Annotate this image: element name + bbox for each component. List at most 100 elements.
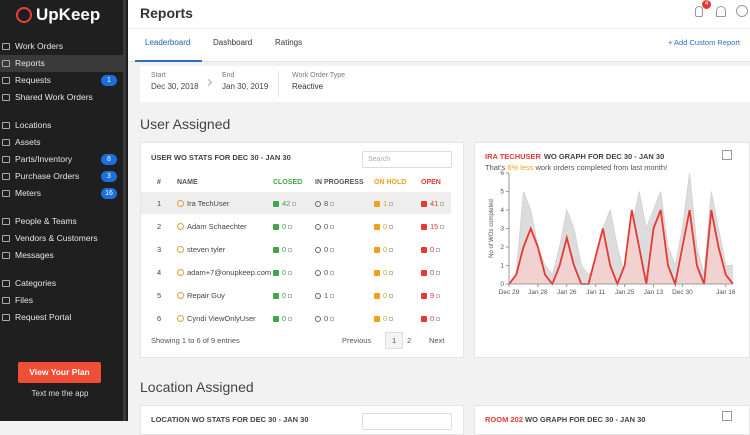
nav-icon	[2, 190, 10, 197]
bulb-icon[interactable]	[695, 6, 703, 17]
table-cell[interactable]: 0	[374, 268, 394, 277]
table-cell[interactable]: 0	[421, 314, 441, 323]
status-icon	[374, 247, 380, 253]
column-header: ON HOLD	[374, 179, 407, 186]
link-icon	[330, 317, 335, 321]
table-cell[interactable]: 8	[315, 199, 335, 208]
column-header: NAME	[177, 179, 198, 186]
logo[interactable]: UpKeep	[36, 5, 101, 24]
cell-text: 0	[282, 245, 287, 254]
pagination[interactable]: Next	[429, 336, 445, 345]
plan-button[interactable]: View Your Plan	[18, 362, 101, 383]
table-cell[interactable]: 0	[421, 245, 441, 254]
nav-group: People & Teams Vendors & Customers Message…	[0, 213, 123, 264]
status-icon	[315, 224, 321, 230]
table-cell[interactable]: 0	[273, 291, 293, 300]
nav-item[interactable]: Purchase Orders 3	[0, 168, 123, 185]
cell-text: 42	[282, 199, 291, 208]
table-cell[interactable]: 0	[374, 314, 394, 323]
status-icon	[421, 293, 427, 299]
table-cell[interactable]: 0	[374, 222, 394, 231]
tab[interactable]: Dashboard	[213, 38, 253, 47]
nav-item[interactable]: Vendors & Customers	[0, 230, 123, 247]
bell-icon[interactable]	[716, 6, 726, 17]
nav-item[interactable]: Categories	[0, 275, 123, 292]
table-footer: Showing 1 to 6 of 9 entries	[151, 336, 240, 345]
status-icon	[315, 201, 321, 207]
status-icon	[374, 201, 380, 207]
table-cell[interactable]: 1	[315, 291, 335, 300]
nav-icon	[2, 235, 10, 242]
nav-item[interactable]: Work Orders	[0, 38, 123, 55]
expand-icon[interactable]	[722, 411, 732, 421]
user-icon[interactable]	[736, 5, 748, 17]
expand-icon[interactable]	[722, 150, 732, 160]
table-cell[interactable]: 41	[421, 199, 445, 208]
nav-item[interactable]: Shared Work Orders	[0, 89, 123, 106]
nav-item[interactable]: Meters 16	[0, 185, 123, 202]
status-icon	[421, 270, 427, 276]
y-tick-label: 2	[500, 244, 504, 251]
pagination[interactable]: 2	[407, 336, 412, 345]
nav-item[interactable]: People & Teams	[0, 213, 123, 230]
cell-text: 0	[324, 222, 329, 231]
sidebar: UpKeep Work Orders Reports Requests 1 Shared…	[0, 0, 128, 421]
table-cell[interactable]: 0	[374, 245, 394, 254]
nav-item[interactable]: Assets	[0, 134, 123, 151]
pagination[interactable]: Previous	[342, 336, 372, 345]
status-icon	[315, 316, 321, 322]
nav-label: Files	[15, 295, 33, 305]
y-axis-label: No of WOs completed	[489, 199, 495, 258]
nav-item[interactable]: Files	[0, 292, 123, 309]
cell-text: 0	[430, 268, 435, 277]
table-cell[interactable]: 0	[315, 222, 335, 231]
cell-text: 0	[430, 245, 435, 254]
nav-item[interactable]: Locations	[0, 117, 123, 134]
search-input[interactable]: Search	[362, 151, 452, 168]
nav-item[interactable]: Parts/Inventory 8	[0, 151, 123, 168]
arrow-icon	[204, 78, 213, 87]
filter-label: End	[222, 72, 235, 79]
table-cell[interactable]: 0	[273, 245, 293, 254]
table-cell[interactable]: 0	[374, 291, 394, 300]
nav-label: Work Orders	[15, 41, 64, 51]
nav-label: Meters	[15, 188, 41, 198]
nav-item[interactable]: Requests 1	[0, 72, 123, 89]
link-icon	[288, 294, 293, 298]
nav-item[interactable]: Request Portal	[0, 309, 123, 326]
tab[interactable]: Leaderboard	[145, 38, 191, 47]
table-cell[interactable]: 9	[421, 291, 441, 300]
avatar-icon	[177, 315, 184, 322]
cell-text: Repair Guy	[187, 291, 225, 300]
table-cell[interactable]: 0	[273, 268, 293, 277]
cell-text: 41	[430, 199, 439, 208]
y-tick-label: 6	[500, 170, 504, 177]
table-cell[interactable]: 42	[273, 199, 297, 208]
filter-label: Start	[151, 72, 166, 79]
cell-text: 1	[157, 199, 162, 208]
table-cell[interactable]: 0	[315, 268, 335, 277]
graph-title-text: WO GRAPH FOR DEC 30 - JAN 30	[525, 415, 646, 424]
table-cell[interactable]: 0	[273, 314, 293, 323]
text-app-link[interactable]: Text me the app	[31, 389, 89, 398]
table-cell[interactable]: 1	[374, 199, 394, 208]
table-cell[interactable]: 0	[315, 245, 335, 254]
table-cell[interactable]: 0	[315, 314, 335, 323]
table-cell[interactable]: 0	[421, 268, 441, 277]
table-card: USER WO STATS FOR DEC 30 - JAN 30 Search…	[140, 142, 464, 358]
column-header: CLOSED	[273, 179, 303, 186]
link-icon	[440, 225, 445, 229]
add-report[interactable]: + Add Custom Report	[668, 38, 740, 47]
table-cell[interactable]: 15	[421, 222, 445, 231]
search-input[interactable]	[362, 413, 452, 430]
tab[interactable]: Ratings	[275, 38, 303, 47]
table-title: LOCATION WO STATS FOR DEC 30 - JAN 30	[151, 415, 309, 424]
nav-item[interactable]: Reports	[0, 55, 123, 72]
filter-value[interactable]: Reactive	[292, 82, 324, 91]
pagination[interactable]: 1	[385, 332, 404, 349]
table-title: USER WO STATS FOR DEC 30 - JAN 30	[151, 153, 291, 162]
cell-text: adam+7@onupkeep.com	[187, 268, 272, 277]
nav-item[interactable]: Messages	[0, 247, 123, 264]
nav-icon	[2, 156, 10, 163]
table-cell[interactable]: 0	[273, 222, 293, 231]
